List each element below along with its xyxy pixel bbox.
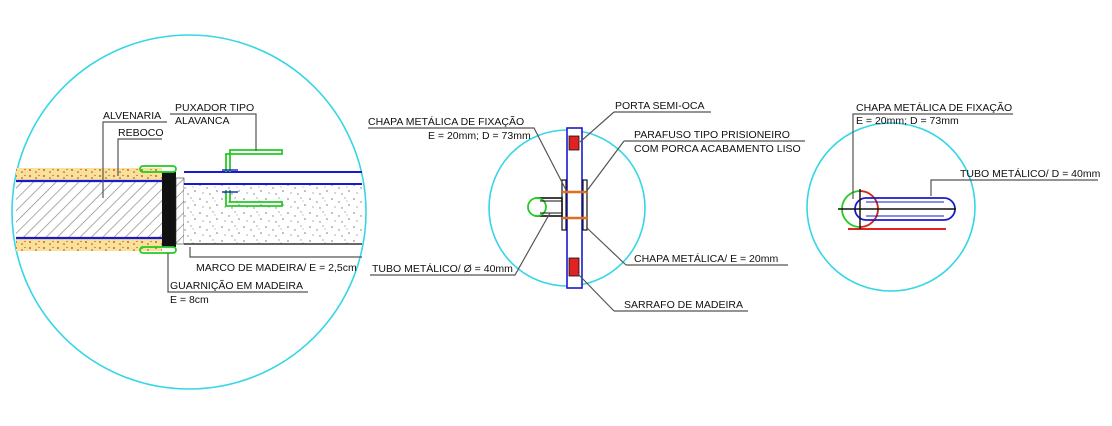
label-puxador-2: ALAVANCA bbox=[175, 115, 229, 127]
marco-core bbox=[175, 177, 185, 245]
leader-tubo bbox=[370, 212, 551, 276]
label-alvenaria: ALVENARIA bbox=[103, 110, 161, 122]
label-chapa-fix-2: E = 20mm; D = 73mm bbox=[428, 130, 531, 142]
label-parafuso-1: PARAFUSO TIPO PRISIONEIRO bbox=[634, 129, 790, 141]
label-chapa-fix-1: CHAPA METÁLICA DE FIXAÇÃO bbox=[368, 115, 524, 128]
label-reboco: REBOCO bbox=[118, 127, 164, 139]
label-marco: MARCO DE MADEIRA/ E = 2,5cm bbox=[196, 262, 357, 274]
chapa-right bbox=[582, 179, 588, 231]
label-parafuso-2: COM PORCA ACABAMENTO LISO bbox=[634, 143, 801, 155]
label-porta: PORTA SEMI-OCA bbox=[615, 100, 704, 112]
leader-marco bbox=[189, 247, 362, 258]
porta-leaf bbox=[184, 184, 362, 244]
puxador-bottom bbox=[225, 190, 283, 207]
tubo-metalico-plan bbox=[854, 197, 956, 221]
label-chapa-fix-3-2: E = 20mm; D = 73mm bbox=[856, 115, 959, 127]
label-guarnicao-2: E = 8cm bbox=[170, 294, 209, 306]
porta-semi-oca bbox=[566, 127, 583, 289]
label-puxador-1: PUXADOR TIPO bbox=[175, 102, 254, 114]
detail-2-door-section: CHAPA METÁLICA DE FIXAÇÃO E = 20mm; D = … bbox=[368, 100, 805, 312]
leader-chapa-fix bbox=[368, 127, 567, 191]
detail-3-circle bbox=[806, 122, 976, 292]
guarnicao-bottom bbox=[139, 246, 177, 254]
label-chapa-fix-3-1: CHAPA METÁLICA DE FIXAÇÃO bbox=[856, 101, 1012, 114]
leader-alvenaria bbox=[102, 121, 167, 198]
label-tubo: TUBO METÁLICO/ Ø = 40mm bbox=[372, 262, 513, 275]
detail-1-circle bbox=[11, 34, 367, 390]
leader-guarnicao bbox=[167, 253, 308, 293]
reboco-bottom bbox=[16, 238, 162, 251]
marco-de-madeira bbox=[162, 172, 176, 247]
leader-tubo-3 bbox=[930, 179, 1098, 196]
leader-reboco bbox=[117, 138, 162, 176]
leader-puxador bbox=[170, 113, 257, 151]
detail-1-wall-section: ALVENARIA REBOCO PUXADOR TIPO ALAVANCA M… bbox=[11, 34, 367, 390]
label-guarnicao-1: GUARNIÇÃO EM MADEIRA bbox=[170, 279, 303, 292]
sarrafo-top bbox=[568, 135, 580, 151]
detail-3-plan-view: CHAPA METÁLICA DE FIXAÇÃO E = 20mm; D = … bbox=[806, 101, 1101, 292]
guarnicao-top bbox=[139, 165, 177, 173]
puxador-top bbox=[225, 149, 283, 172]
label-chapa: CHAPA METÁLICA/ E = 20mm bbox=[634, 252, 778, 265]
label-tubo-3: TUBO METÁLICO/ D = 40mm bbox=[960, 167, 1101, 180]
sarrafo-bottom bbox=[568, 257, 580, 277]
alvenaria-hatch bbox=[16, 182, 162, 237]
reboco-top bbox=[16, 168, 162, 181]
leader-chapa-fix-3 bbox=[852, 113, 1013, 199]
label-sarrafo: SARRAFO DE MADEIRA bbox=[624, 299, 743, 311]
